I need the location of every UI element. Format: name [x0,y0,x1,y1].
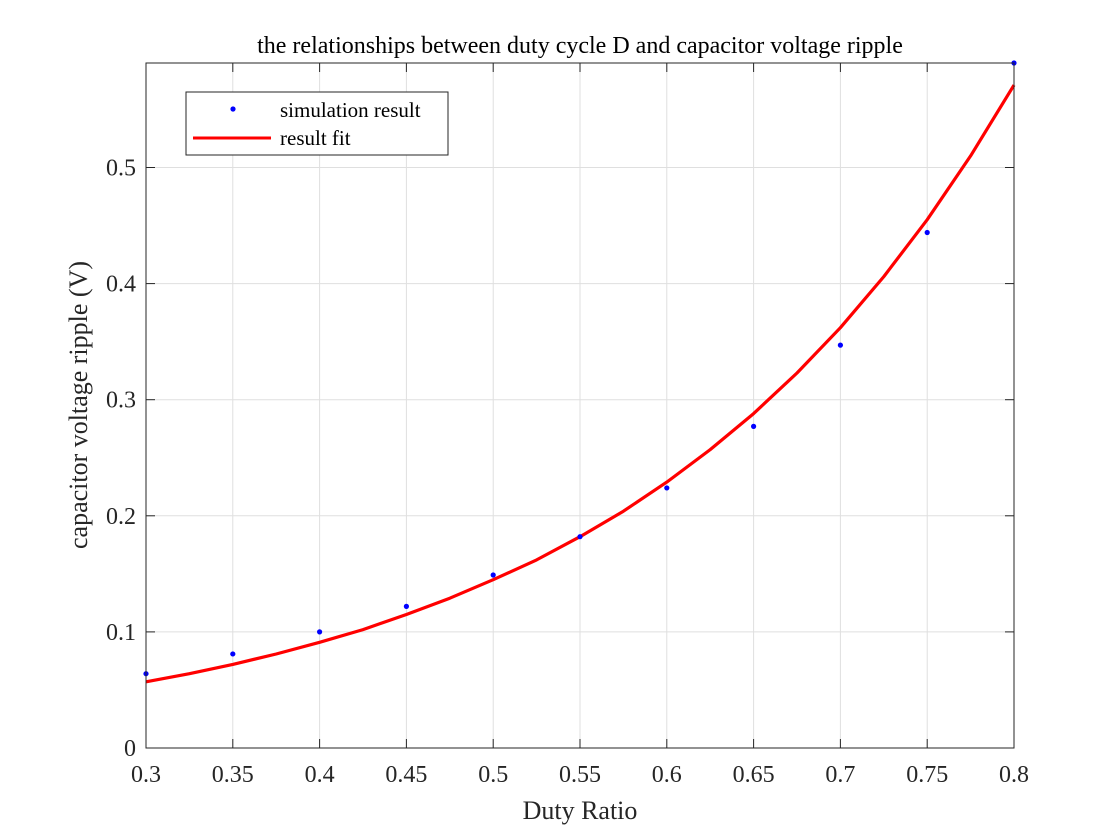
data-point [664,485,670,491]
data-point [924,229,930,236]
data-point [751,423,757,429]
y-axis-label: capacitor voltage ripple (V) [64,261,93,549]
legend-label-simulation: simulation result [280,98,421,122]
x-axis-label: Duty Ratio [523,796,638,825]
y-tick-label: 0.4 [106,272,136,298]
y-tick-label: 0 [124,736,136,762]
y-tick-label: 0.3 [106,388,136,414]
x-tick-label: 0.6 [652,762,682,788]
x-tick-label: 0.75 [906,762,948,788]
x-tick-label: 0.7 [825,762,855,788]
data-point [837,342,844,348]
data-point [317,629,323,635]
x-tick-label: 0.4 [305,762,335,788]
legend: simulation result result fit [185,91,449,156]
x-tick-label: 0.8 [999,762,1029,788]
axis-ticks: 0.3 0.35 0.4 0.45 0.5 0.55 0.6 0.65 0.7 0.75 0.800… [106,63,1029,788]
legend-box [185,91,449,156]
x-tick-label: 0.55 [559,762,601,788]
y-tick-label: 0.1 [106,620,136,646]
x-tick-label: 0.35 [212,762,254,788]
y-tick-label: 0.2 [106,504,136,530]
data-point [403,603,409,609]
data-point [230,651,236,657]
x-tick-label: 0.3 [131,762,161,788]
legend-marker-simulation [230,106,236,112]
x-tick-label: 0.45 [385,762,427,788]
data-point [490,572,496,578]
legend-label-fit: result fit [280,126,351,150]
x-tick-label: 0.5 [478,762,508,788]
y-tick-label: 0.5 [106,155,136,181]
data-point [577,534,583,540]
x-tick-label: 0.65 [733,762,775,788]
chart-title: the relationships between duty cycle D a… [257,33,903,59]
